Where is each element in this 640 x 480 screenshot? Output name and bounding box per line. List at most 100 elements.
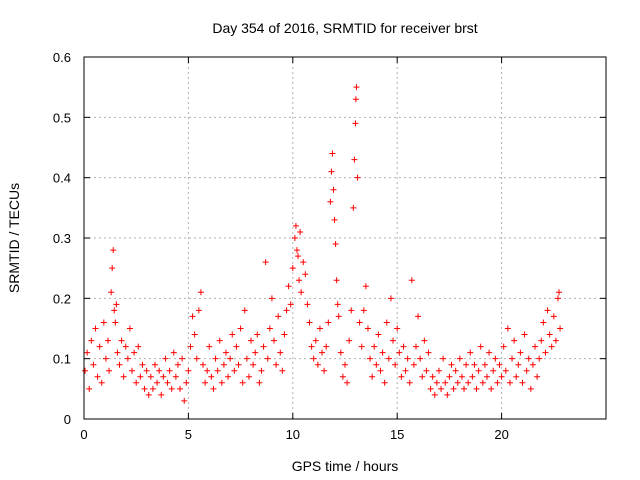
data-point	[243, 355, 250, 362]
data-point	[291, 235, 298, 241]
data-point	[406, 379, 413, 386]
data-point	[486, 349, 493, 356]
data-point	[390, 337, 397, 344]
data-point	[185, 367, 192, 374]
data-point	[208, 373, 215, 380]
x-tick-label: 0	[80, 427, 87, 442]
data-point	[342, 361, 348, 368]
data-point	[206, 343, 213, 350]
data-point	[444, 391, 451, 398]
y-tick-label: 0.3	[53, 231, 71, 246]
data-point	[404, 355, 411, 362]
data-point	[415, 313, 422, 320]
data-point	[396, 349, 403, 356]
x-axis-label: GPS time / hours	[292, 458, 399, 474]
data-point	[204, 367, 211, 374]
data-point	[102, 355, 109, 362]
data-point	[339, 373, 346, 380]
data-point	[133, 379, 140, 386]
data-point	[433, 379, 440, 386]
data-point	[304, 301, 311, 308]
data-point	[330, 186, 337, 193]
data-point	[360, 307, 367, 314]
data-point	[394, 325, 401, 332]
data-point	[225, 373, 232, 380]
data-point	[200, 361, 207, 368]
data-point	[492, 355, 499, 362]
data-point	[498, 373, 505, 380]
data-point	[183, 379, 190, 386]
data-point	[467, 349, 474, 356]
data-point	[131, 349, 138, 356]
data-point	[488, 385, 495, 392]
data-point	[214, 367, 221, 374]
data-point	[319, 349, 326, 356]
data-point	[170, 349, 177, 356]
data-point	[392, 361, 399, 368]
data-point	[469, 373, 476, 380]
data-point	[542, 349, 549, 356]
data-point	[116, 361, 123, 368]
data-point	[398, 373, 405, 380]
data-point	[227, 355, 234, 362]
x-tick-label: 20	[494, 427, 508, 442]
data-point	[258, 367, 265, 374]
data-point	[308, 343, 315, 350]
data-point	[550, 313, 557, 320]
x-tick-label: 5	[185, 427, 192, 442]
data-point	[187, 343, 194, 350]
data-point	[266, 325, 273, 332]
data-point	[114, 349, 121, 356]
data-point	[90, 361, 97, 368]
y-tick-label: 0.5	[53, 110, 71, 125]
data-point	[532, 343, 539, 350]
data-point	[189, 313, 196, 320]
data-point	[250, 361, 257, 368]
data-point	[353, 84, 360, 91]
data-point	[435, 367, 442, 374]
data-point	[229, 331, 236, 338]
data-point	[268, 295, 275, 302]
data-point	[237, 325, 244, 332]
data-point	[494, 379, 501, 386]
data-point	[332, 241, 339, 248]
data-point	[438, 385, 445, 392]
y-tick-label: 0.1	[53, 352, 71, 367]
data-point	[502, 367, 509, 374]
data-point	[352, 96, 359, 103]
data-point	[310, 355, 317, 362]
data-point	[556, 289, 563, 296]
y-tick-label: 0.6	[53, 50, 71, 65]
data-point	[126, 325, 133, 332]
data-point	[456, 355, 463, 362]
data-point	[383, 319, 390, 326]
data-point	[546, 331, 553, 338]
data-point	[110, 247, 117, 254]
data-point	[92, 325, 99, 332]
data-point	[233, 343, 240, 350]
data-point	[231, 367, 238, 374]
data-point	[256, 379, 263, 386]
data-point	[525, 355, 532, 362]
data-point	[431, 391, 438, 398]
data-point	[381, 379, 388, 386]
data-point	[523, 367, 530, 374]
data-points	[82, 84, 564, 404]
data-point	[96, 343, 103, 350]
data-point	[191, 331, 198, 338]
data-point	[216, 337, 223, 344]
data-point	[379, 349, 386, 356]
data-point	[264, 355, 271, 362]
data-point	[473, 385, 480, 392]
data-point	[293, 247, 300, 254]
data-point	[329, 150, 336, 157]
data-point	[279, 367, 286, 374]
data-point	[172, 373, 179, 380]
data-point	[210, 385, 217, 392]
axis-ticks: 0 5 10 15 20 0 0.1 0.2 0.3 0.4 0.5 0.6	[53, 50, 606, 442]
data-point	[328, 168, 335, 175]
data-point	[352, 120, 359, 127]
data-point	[297, 228, 304, 235]
data-point	[419, 373, 426, 380]
